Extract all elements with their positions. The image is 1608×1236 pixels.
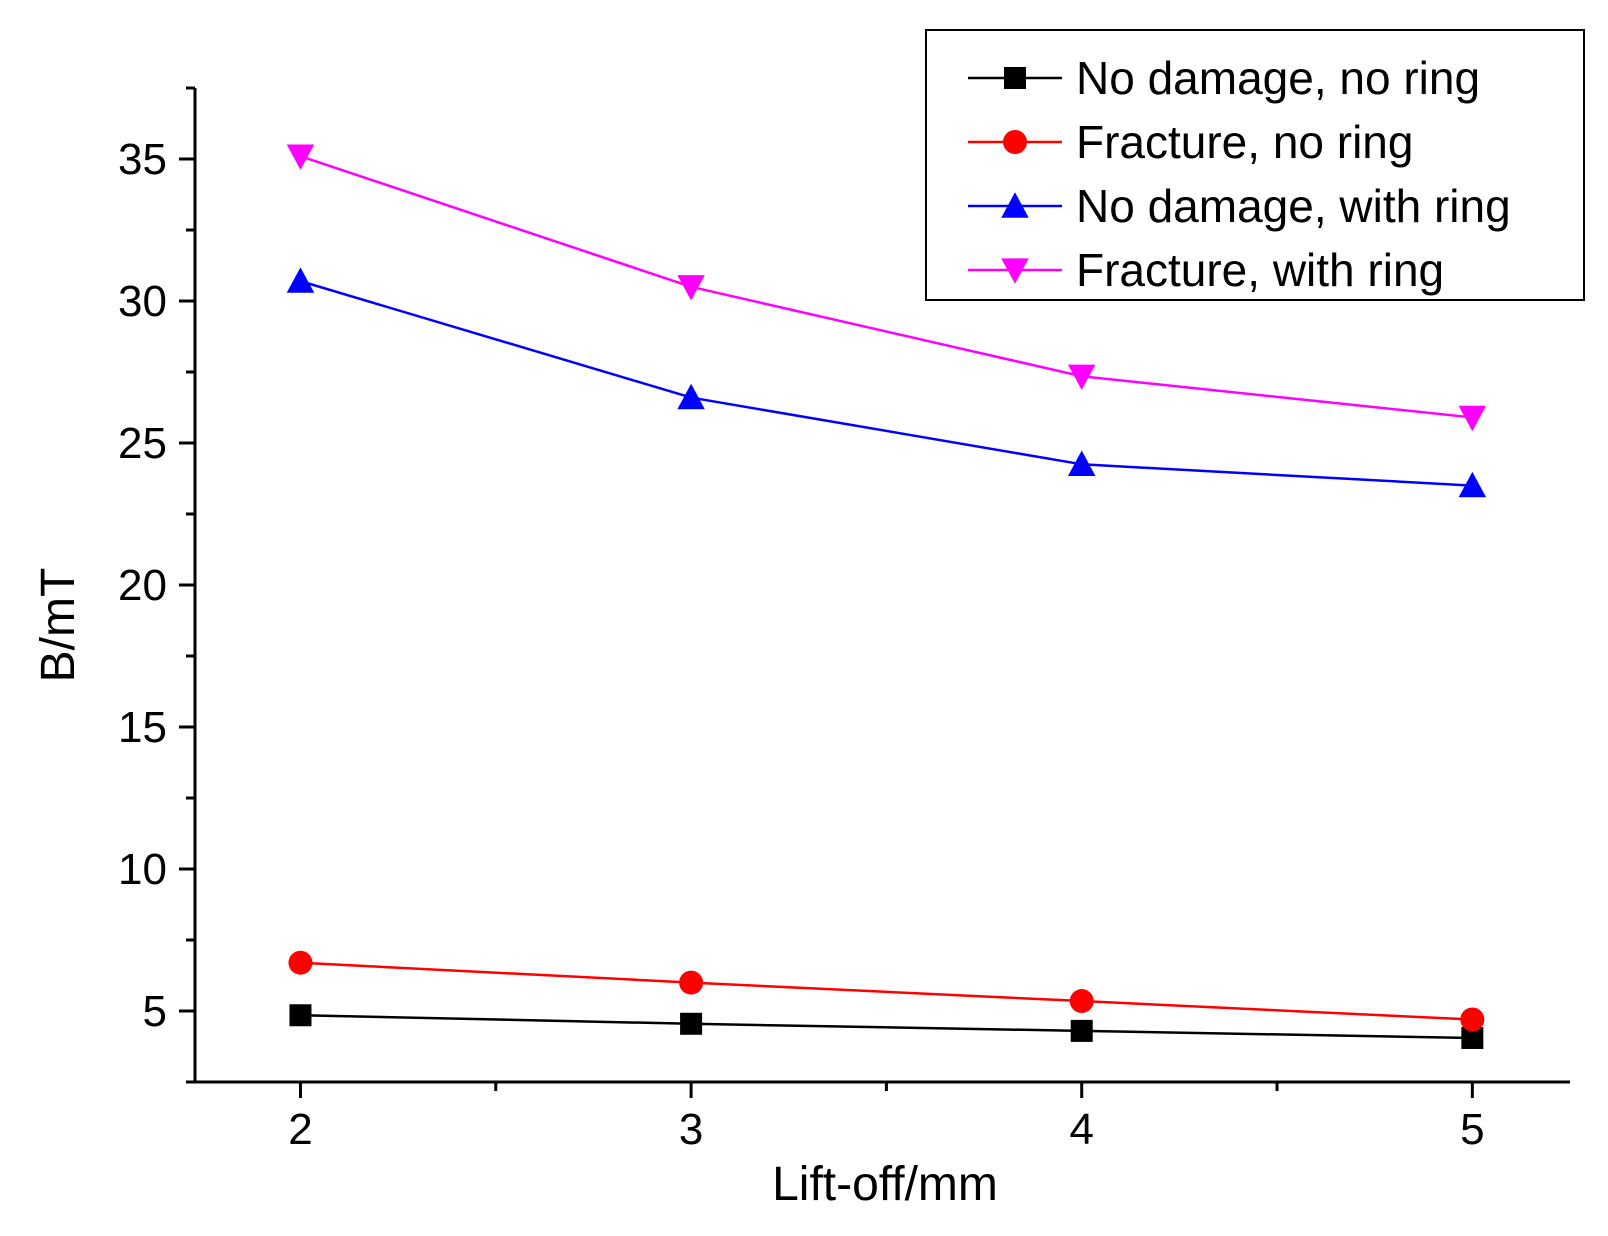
y-tick-label: 15 — [118, 703, 167, 752]
x-axis-title: Lift-off/mm — [772, 1158, 998, 1211]
y-tick-label: 30 — [118, 277, 167, 326]
legend-marker — [1004, 67, 1026, 89]
data-point — [1458, 405, 1487, 432]
data-point — [1461, 1026, 1484, 1049]
series-line — [300, 1014, 1473, 1040]
legend-box — [925, 29, 1585, 301]
series-3 — [286, 267, 1487, 498]
series-1 — [289, 1004, 1484, 1049]
x-tick-label: 4 — [1069, 1105, 1093, 1154]
data-point — [1067, 364, 1096, 391]
series-4 — [286, 144, 1487, 432]
data-point — [1067, 450, 1096, 476]
data-point — [1458, 471, 1487, 498]
x-tick-label: 3 — [679, 1105, 703, 1154]
data-point — [1460, 1007, 1485, 1032]
y-tick-label: 20 — [118, 561, 167, 610]
legend-label: Fracture, no ring — [1076, 116, 1413, 168]
legend-entry: No damage, no ring — [968, 52, 1480, 104]
legend-marker — [1003, 130, 1027, 154]
legend-entry: No damage, with ring — [968, 180, 1511, 232]
data-point — [288, 950, 313, 975]
series-line — [300, 154, 1473, 419]
legend: No damage, no ring Fracture, no ring No da… — [925, 29, 1585, 301]
legend-marker — [1001, 192, 1029, 218]
series-2 — [288, 950, 1485, 1032]
y-tick-label: 25 — [118, 419, 167, 468]
y-tick-label: 5 — [143, 987, 167, 1036]
data-point — [679, 970, 704, 995]
series-layer — [286, 144, 1487, 1049]
data-point — [286, 267, 315, 293]
data-point — [1070, 1019, 1093, 1042]
legend-label: Fracture, with ring — [1076, 244, 1444, 296]
legend-label: No damage, no ring — [1076, 52, 1480, 104]
y-axis-title: B/mT — [32, 568, 85, 683]
legend-entry: Fracture, with ring — [968, 244, 1444, 296]
y-tick-label: 35 — [118, 135, 167, 184]
data-point — [680, 1012, 703, 1035]
x-tick-label: 2 — [288, 1105, 312, 1154]
series-line — [300, 279, 1473, 487]
data-point — [289, 1004, 312, 1027]
legend-marker — [1001, 258, 1029, 284]
data-point — [677, 275, 705, 301]
y-tick-label: 10 — [118, 845, 167, 894]
axes: 5 10 15 20 25 30 35 2 3 4 5 — [118, 86, 1570, 1154]
data-point — [1069, 989, 1094, 1014]
x-tick-label: 5 — [1460, 1105, 1484, 1154]
data-point — [677, 383, 705, 410]
series-line — [300, 961, 1473, 1021]
legend-label: No damage, with ring — [1076, 180, 1511, 232]
legend-entry: Fracture, no ring — [968, 116, 1413, 168]
data-point — [286, 144, 315, 170]
